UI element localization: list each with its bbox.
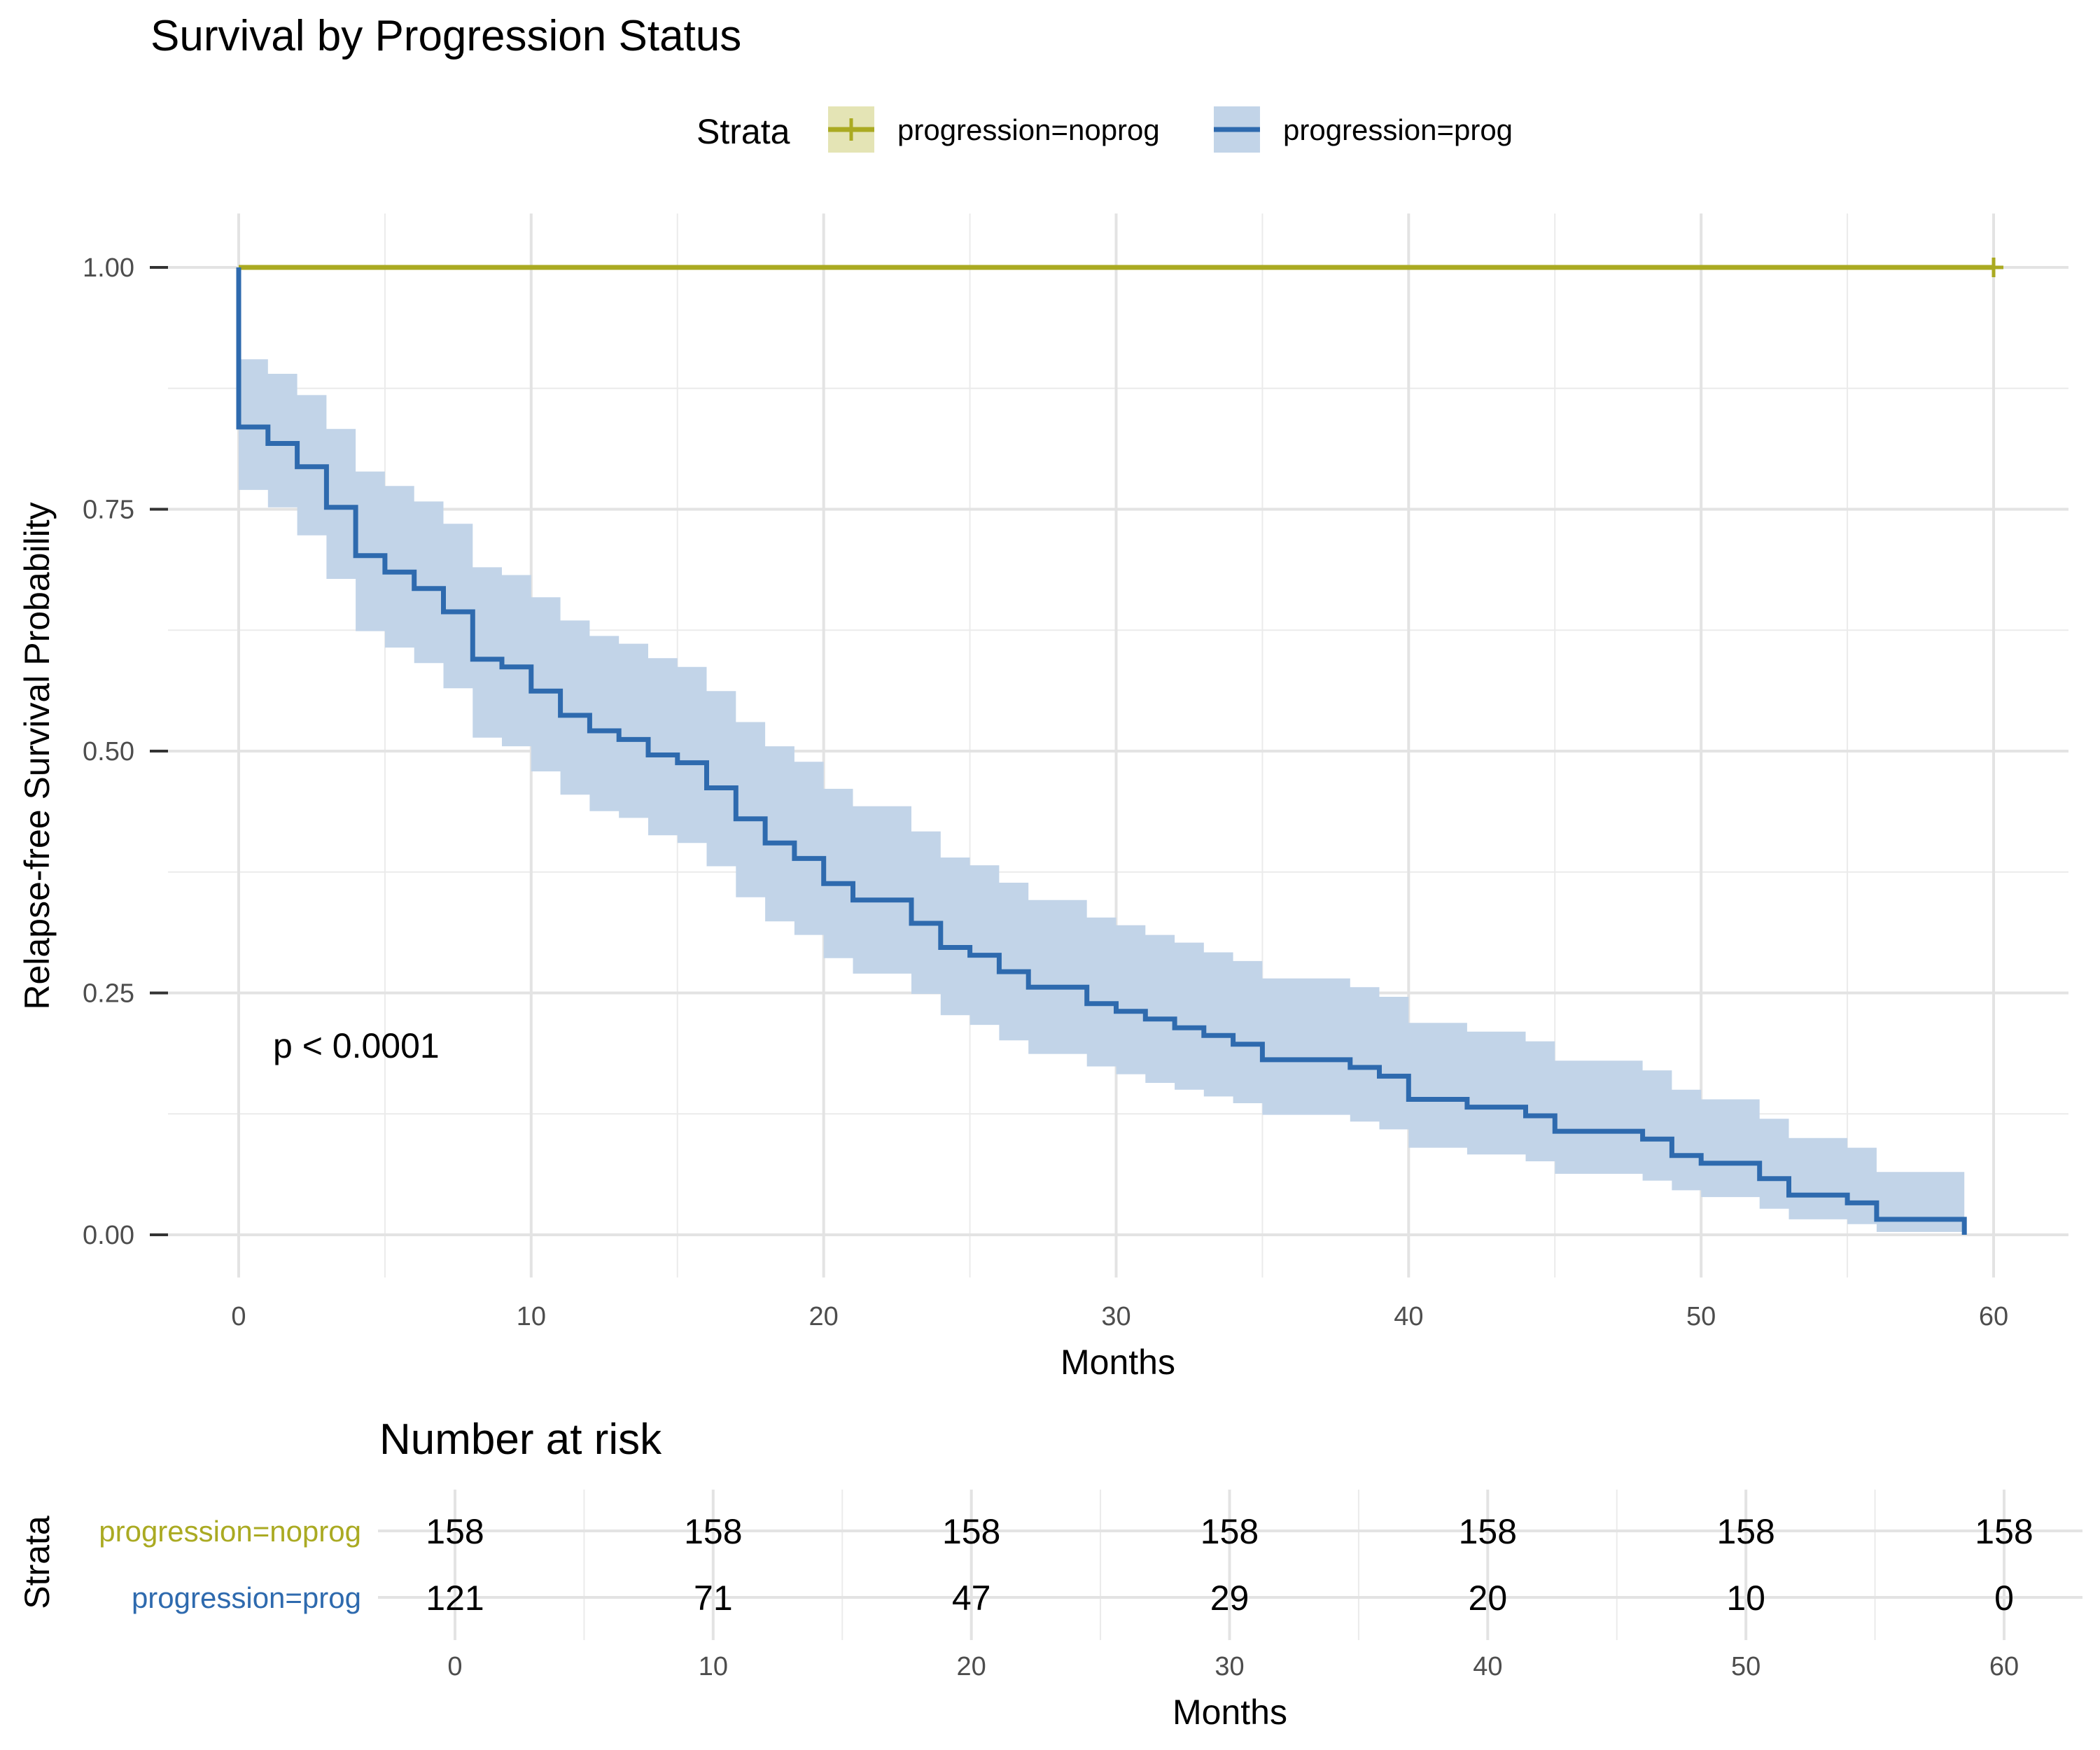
survival-curves bbox=[236, 258, 2003, 1235]
risk-table-cell: 20 bbox=[1469, 1578, 1508, 1618]
x-tick-label: 20 bbox=[809, 1302, 839, 1331]
survival-plot-panel: 0 10 20 30 40 50 60 0.00 0.25 0.50 0.75 1.00 p < 0… bbox=[18, 214, 2068, 1382]
x-tick-label: 0 bbox=[231, 1302, 246, 1331]
confidence-bands bbox=[239, 359, 1965, 1232]
x-tick-label: 40 bbox=[1394, 1302, 1423, 1331]
risk-table-cell: 158 bbox=[684, 1512, 742, 1551]
y-tick-label: 0.25 bbox=[83, 979, 134, 1009]
risk-table-panel: Number at risk 158 158 158 158 158 158 158 121 7… bbox=[18, 1415, 2082, 1732]
risk-table-cells: 158 158 158 158 158 158 158 121 71 47 29 20 10 0 bbox=[426, 1512, 2033, 1618]
risk-table-gridlines bbox=[378, 1490, 2082, 1640]
risk-table-x-ticks: 0 10 20 30 40 50 60 bbox=[447, 1652, 2019, 1681]
x-tick-label: 50 bbox=[1686, 1302, 1716, 1331]
risk-table-cell: 71 bbox=[694, 1578, 733, 1618]
x-tick-label: 30 bbox=[1101, 1302, 1130, 1331]
risk-table-cell: 121 bbox=[426, 1578, 484, 1618]
risk-table-cell: 0 bbox=[1994, 1578, 2014, 1618]
risk-table-x-tick-label: 20 bbox=[957, 1652, 986, 1681]
risk-table-x-tick-label: 40 bbox=[1473, 1652, 1502, 1681]
legend-label-prog: progression=prog bbox=[1283, 113, 1513, 146]
y-axis-label: Relapse-free Survival Probability bbox=[18, 502, 57, 1009]
y-tick-label: 1.00 bbox=[83, 253, 134, 283]
risk-table-x-tick-label: 10 bbox=[699, 1652, 728, 1681]
risk-table-row-label: progression=noprog bbox=[99, 1515, 361, 1548]
risk-table-cell: 158 bbox=[1716, 1512, 1774, 1551]
risk-table-x-tick-label: 60 bbox=[1989, 1652, 2019, 1681]
y-tick-label: 0.00 bbox=[83, 1221, 134, 1250]
risk-table-x-axis-label: Months bbox=[1172, 1693, 1287, 1732]
p-value-annotation: p < 0.0001 bbox=[273, 1026, 440, 1065]
risk-table-title: Number at risk bbox=[379, 1415, 662, 1464]
risk-table-y-axis-label: Strata bbox=[18, 1516, 57, 1609]
risk-table-x-tick-label: 0 bbox=[447, 1652, 462, 1681]
risk-table-x-tick-label: 30 bbox=[1214, 1652, 1244, 1681]
survival-curve-prog bbox=[236, 267, 1967, 1235]
y-tick-label: 0.50 bbox=[83, 737, 134, 766]
legend-title: Strata bbox=[696, 112, 790, 151]
risk-table-cell: 158 bbox=[1200, 1512, 1259, 1551]
risk-table-cell: 10 bbox=[1726, 1578, 1765, 1618]
x-axis-ticks: 0 10 20 30 40 50 60 bbox=[231, 1302, 2008, 1331]
risk-table-cell: 29 bbox=[1210, 1578, 1250, 1618]
x-tick-label: 60 bbox=[1979, 1302, 2008, 1331]
legend-label-noprog: progression=noprog bbox=[897, 113, 1160, 146]
chart-title: Survival by Progression Status bbox=[150, 12, 741, 60]
risk-table-x-tick-label: 50 bbox=[1731, 1652, 1760, 1681]
risk-table-cell: 158 bbox=[1459, 1512, 1517, 1551]
risk-table-cell: 47 bbox=[952, 1578, 991, 1618]
x-tick-label: 10 bbox=[517, 1302, 546, 1331]
risk-table-cell: 158 bbox=[1975, 1512, 2033, 1551]
risk-table-cell: 158 bbox=[942, 1512, 1000, 1551]
x-axis-label: Months bbox=[1060, 1343, 1175, 1382]
risk-table-cell: 158 bbox=[426, 1512, 484, 1551]
confidence-band-prog bbox=[239, 359, 1965, 1232]
legend: Strata progression=noprog progression=pr… bbox=[696, 106, 1513, 153]
y-axis-ticks: 0.00 0.25 0.50 0.75 1.00 bbox=[83, 253, 168, 1250]
y-tick-label: 0.75 bbox=[83, 496, 134, 525]
risk-table-row-labels: progression=noprog progression=prog bbox=[99, 1515, 361, 1614]
risk-table-row-label: progression=prog bbox=[132, 1581, 361, 1614]
